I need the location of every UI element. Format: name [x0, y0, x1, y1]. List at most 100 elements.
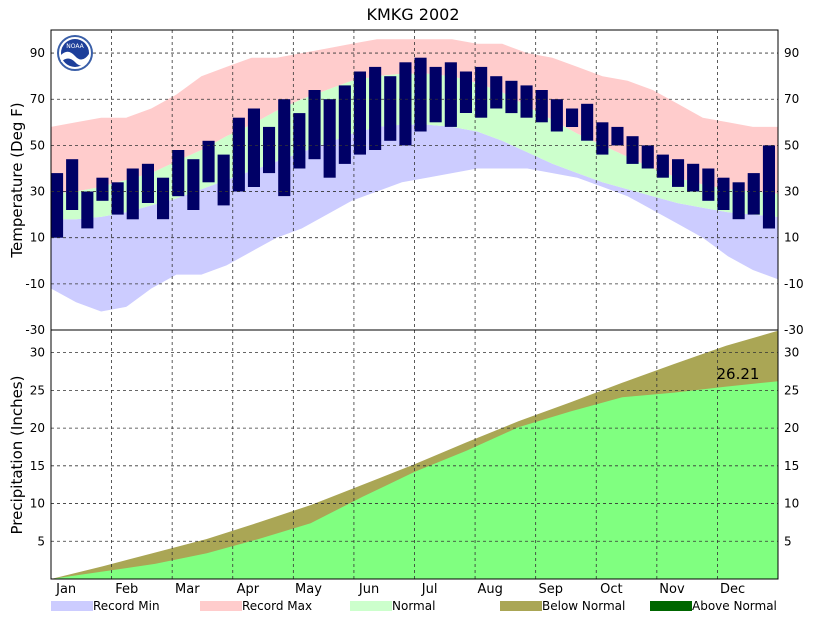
legend-swatch [200, 601, 242, 611]
temp-tick-label: -10 [25, 277, 45, 291]
temp-tick-label: -30 [784, 323, 804, 337]
observed-range-bar [96, 177, 109, 201]
observed-range-bar [520, 85, 533, 118]
plot-frame [50, 29, 779, 580]
observed-range-bar [126, 168, 139, 220]
observed-range-bar [278, 99, 291, 197]
precipitation-y-axis-label: Precipitation (Inches) [8, 376, 26, 535]
observed-range-bar [384, 76, 397, 141]
observed-range-bar [81, 191, 94, 229]
legend-label: Record Min [93, 599, 160, 613]
record-max-band [51, 39, 778, 194]
month-tick-label: May [295, 582, 322, 597]
precip-tick-label: 30 [30, 346, 45, 360]
observed-range-bar [111, 182, 124, 215]
precip-tick-label: 20 [30, 421, 45, 435]
observed-range-bar [353, 71, 366, 155]
temp-tick-label: 30 [30, 185, 45, 199]
legend-label: Normal [392, 599, 435, 613]
observed-range-bar [399, 62, 412, 146]
observed-range-bar [157, 177, 170, 220]
month-tick-label: Oct [600, 582, 622, 597]
temp-tick-label: 10 [30, 231, 45, 245]
month-tick-label: Apr [237, 582, 260, 597]
temp-tick-label: 10 [784, 231, 799, 245]
legend-swatch [51, 601, 93, 611]
temperature-y-axis-label: Temperature (Deg F) [8, 102, 26, 258]
temp-tick-label: 30 [784, 185, 799, 199]
observed-range-bar [414, 57, 427, 132]
observed-range-bar [550, 99, 563, 132]
observed-range-bar [702, 168, 715, 201]
observed-range-bar [596, 122, 609, 155]
observed-range-bar [217, 154, 230, 206]
observed-range-bar [626, 136, 639, 164]
observed-range-bar [656, 154, 669, 178]
temp-tick-label: 50 [30, 138, 45, 152]
observed-range-bar [187, 159, 200, 210]
legend-label: Above Normal [692, 599, 777, 613]
observed-range-bar [429, 66, 442, 123]
month-tick-label: Jul [421, 582, 438, 597]
observed-range-bar [444, 62, 457, 127]
month-tick-label: Sep [539, 582, 564, 597]
observed-range-bar [459, 71, 472, 113]
observed-range-bar [475, 66, 488, 118]
observed-range-bar [717, 177, 730, 210]
observed-range-bar [172, 150, 185, 197]
legend-swatch [350, 601, 392, 611]
observed-range-bar [566, 108, 579, 127]
observed-range-bar [747, 173, 760, 215]
temp-tick-label: 70 [784, 92, 799, 106]
legend-label: Below Normal [542, 599, 625, 613]
temp-tick-label: -10 [784, 277, 804, 291]
legend-swatch [500, 601, 542, 611]
precip-tick-label: 10 [30, 497, 45, 511]
precip-tick-label: 20 [784, 421, 799, 435]
observed-range-bar [232, 117, 245, 192]
observed-range-bar [247, 108, 260, 187]
observed-range-bar [505, 80, 518, 114]
month-tick-label: Aug [478, 582, 503, 597]
observed-range-bar [641, 145, 654, 169]
observed-range-bar [535, 90, 548, 123]
temperature-panel [51, 39, 778, 312]
precip-tick-label: 5 [37, 534, 45, 548]
observed-range-bar [308, 90, 321, 160]
precip-tick-label: 15 [784, 459, 799, 473]
legend-label: Record Max [242, 599, 312, 613]
temp-tick-label: 50 [784, 138, 799, 152]
noaa-logo-icon: NOAA [57, 35, 93, 71]
precip-tick-label: 25 [30, 383, 45, 397]
observed-range-bar [732, 182, 745, 220]
observed-range-bar [338, 85, 351, 164]
observed-range-bar [490, 76, 503, 109]
precip-tick-label: 25 [784, 383, 799, 397]
observed-range-bar [263, 126, 276, 174]
month-tick-label: Jan [55, 582, 76, 597]
record-min-band [51, 124, 778, 312]
observed-range-bar [66, 159, 79, 210]
legend: Record Min Record Max Normal Below Normal Ab… [51, 599, 777, 613]
observed-range-bar [611, 126, 624, 146]
chart-title: KMKG 2002 [367, 5, 460, 24]
precip-tick-label: 10 [784, 497, 799, 511]
precip-tick-label: 5 [784, 534, 792, 548]
observed-range-bar [202, 140, 215, 183]
precip-tick-label: 30 [784, 346, 799, 360]
observed-range-bar [369, 66, 382, 150]
temp-tick-label: 70 [30, 92, 45, 106]
observed-range-bar [51, 173, 64, 238]
precip-tick-label: 15 [30, 459, 45, 473]
temp-tick-label: -30 [25, 323, 45, 337]
month-tick-label: Feb [115, 582, 138, 597]
svg-text:NOAA: NOAA [66, 43, 84, 50]
month-tick-label: Mar [175, 582, 200, 597]
precipitation-total-annotation: 26.21 [717, 365, 760, 383]
month-tick-label: Nov [659, 582, 685, 597]
axes: -30 -30 -10 -10 10 10 30 30 50 50 70 70 90 90 5 5 10 10 15… [25, 29, 804, 597]
month-tick-label: Jun [358, 582, 379, 597]
observed-range-bar [687, 163, 700, 192]
month-tick-label: Dec [720, 582, 745, 597]
